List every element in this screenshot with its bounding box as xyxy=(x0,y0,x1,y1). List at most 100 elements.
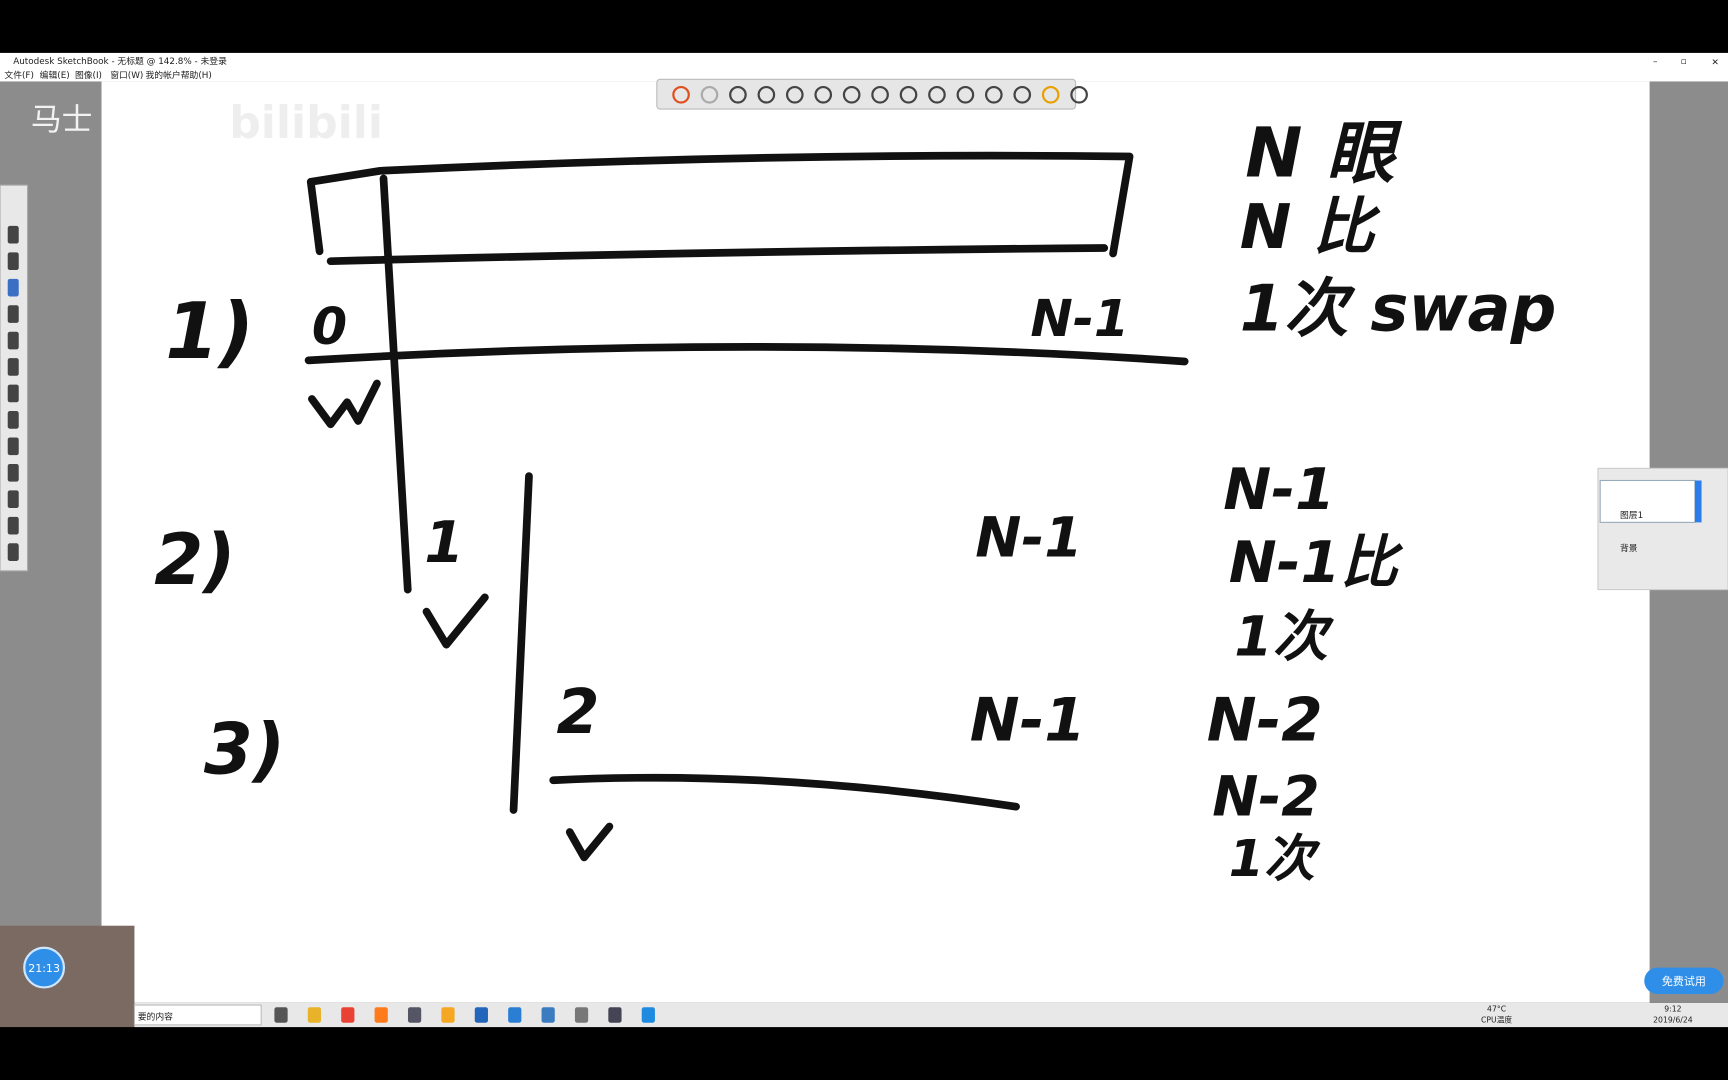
range-label: N-1 xyxy=(975,506,1082,570)
timer: 21:13 xyxy=(28,962,60,975)
app-icon[interactable] xyxy=(574,1007,589,1023)
logo: 马士 xyxy=(31,102,93,138)
tool[interactable] xyxy=(7,516,19,535)
toolbar-icon[interactable] xyxy=(842,85,861,104)
stroke xyxy=(306,151,1134,258)
index-label: 2 xyxy=(557,676,600,748)
tool[interactable] xyxy=(7,225,19,244)
app-icon[interactable] xyxy=(274,1007,288,1023)
stroke xyxy=(326,244,1109,266)
note: N-2 xyxy=(1207,687,1323,756)
layer-slider xyxy=(1694,480,1702,523)
canvas xyxy=(101,81,1650,1003)
index-label: 1 xyxy=(424,509,464,576)
range-label: N-1 xyxy=(1030,289,1129,348)
layer-name: 图层1 xyxy=(1620,510,1643,521)
app-icon[interactable] xyxy=(441,1007,455,1023)
app-icon[interactable] xyxy=(541,1007,555,1023)
note: N 眼 xyxy=(1245,114,1403,193)
app-icon[interactable] xyxy=(474,1007,488,1023)
tool[interactable] xyxy=(7,437,19,456)
search-text[interactable]: 要的内容 xyxy=(138,1010,173,1022)
trial-button[interactable] xyxy=(1644,967,1724,995)
toolbar-icon[interactable] xyxy=(785,85,804,104)
tool[interactable] xyxy=(7,463,19,482)
layer-name[interactable]: 背景 xyxy=(1620,542,1638,554)
menu-item[interactable]: 文件(F) xyxy=(4,69,34,81)
step-label: 1) xyxy=(165,287,254,377)
title-bar xyxy=(0,52,1728,82)
note: N-1 xyxy=(1223,456,1335,523)
stroke xyxy=(304,343,1189,366)
tool-icons xyxy=(7,225,19,561)
app-icon[interactable] xyxy=(341,1007,355,1023)
index-label: 0 xyxy=(312,297,347,356)
tool[interactable] xyxy=(7,305,19,323)
tool[interactable] xyxy=(7,384,19,403)
checkmark xyxy=(422,593,489,649)
stroke xyxy=(509,472,533,814)
menu-bar: 文件(F) 编辑(E) 图像(I) 窗口(W) 我的帐户 帮助(H) xyxy=(4,69,211,81)
stroke xyxy=(306,177,324,256)
search-box[interactable] xyxy=(133,1004,262,1026)
webcam xyxy=(0,925,135,1028)
app-icon[interactable] xyxy=(307,1007,322,1023)
watermark: bilibili xyxy=(229,98,383,149)
app-icon[interactable] xyxy=(608,1007,622,1023)
toolbar-icon[interactable] xyxy=(899,85,918,104)
menu-item[interactable]: 编辑(E) xyxy=(40,69,70,81)
window-title: Autodesk SketchBook - 无标题 @ 142.8% - 未登录 xyxy=(13,55,227,67)
taskbar xyxy=(134,1002,1728,1028)
toolbar-icon[interactable] xyxy=(672,85,690,104)
menu-item[interactable]: 窗口(W) xyxy=(110,69,143,81)
app-icon[interactable] xyxy=(374,1007,388,1023)
layer-item[interactable] xyxy=(1599,479,1696,523)
maximize[interactable]: ▫ xyxy=(1681,57,1687,67)
note: N-2 xyxy=(1212,765,1319,829)
app-icon[interactable] xyxy=(641,1007,655,1023)
note: N-1比 xyxy=(1229,529,1404,596)
timer-badge xyxy=(23,946,66,989)
minimize[interactable]: – xyxy=(1653,57,1657,67)
checkmark xyxy=(308,379,381,429)
toolbar-icon[interactable] xyxy=(985,85,1003,104)
toolbar-icon[interactable] xyxy=(729,85,747,104)
tool[interactable] xyxy=(7,358,19,376)
note: 1次 xyxy=(1234,605,1334,669)
tool[interactable] xyxy=(7,331,19,350)
app-icon[interactable] xyxy=(508,1007,522,1023)
note: 1次 swap xyxy=(1240,273,1557,347)
toolbar-icon[interactable] xyxy=(871,85,889,104)
stroke xyxy=(379,174,412,594)
toolbar-icon[interactable] xyxy=(757,85,776,104)
step-label: 2) xyxy=(154,519,235,601)
sketch-strokes xyxy=(304,151,1189,862)
step-label: 3) xyxy=(204,709,285,791)
menu-item[interactable]: 图像(I) xyxy=(75,69,102,81)
menu-item[interactable]: 帮助(H) xyxy=(181,69,212,81)
toolbar-icon[interactable] xyxy=(1070,85,1088,104)
app-icon[interactable] xyxy=(407,1007,422,1023)
tool[interactable] xyxy=(7,543,19,561)
toolbar-icon[interactable] xyxy=(700,85,719,104)
close[interactable]: ✕ xyxy=(1711,58,1718,68)
note: N 比 xyxy=(1240,191,1381,263)
toolbar-icon[interactable] xyxy=(814,85,833,104)
note: 1次 xyxy=(1229,829,1321,888)
stroke xyxy=(549,773,1020,811)
tool[interactable] xyxy=(7,490,19,509)
menu-item[interactable]: 我的帐户 xyxy=(145,69,180,81)
toolbar-icon[interactable] xyxy=(1041,85,1060,104)
trial-label[interactable]: 免费试用 xyxy=(1662,974,1706,988)
toolbar-icon[interactable] xyxy=(1013,85,1032,104)
range-label: N-1 xyxy=(970,687,1086,756)
temp: 47°C xyxy=(1487,1005,1506,1014)
checkmark xyxy=(565,822,614,862)
tool[interactable] xyxy=(7,411,19,429)
toolbar-icon[interactable] xyxy=(928,85,946,104)
toolbar-icon[interactable] xyxy=(956,85,975,104)
clock: 9:12 xyxy=(1664,1005,1681,1014)
tool[interactable] xyxy=(7,252,19,270)
tool[interactable] xyxy=(7,278,19,297)
